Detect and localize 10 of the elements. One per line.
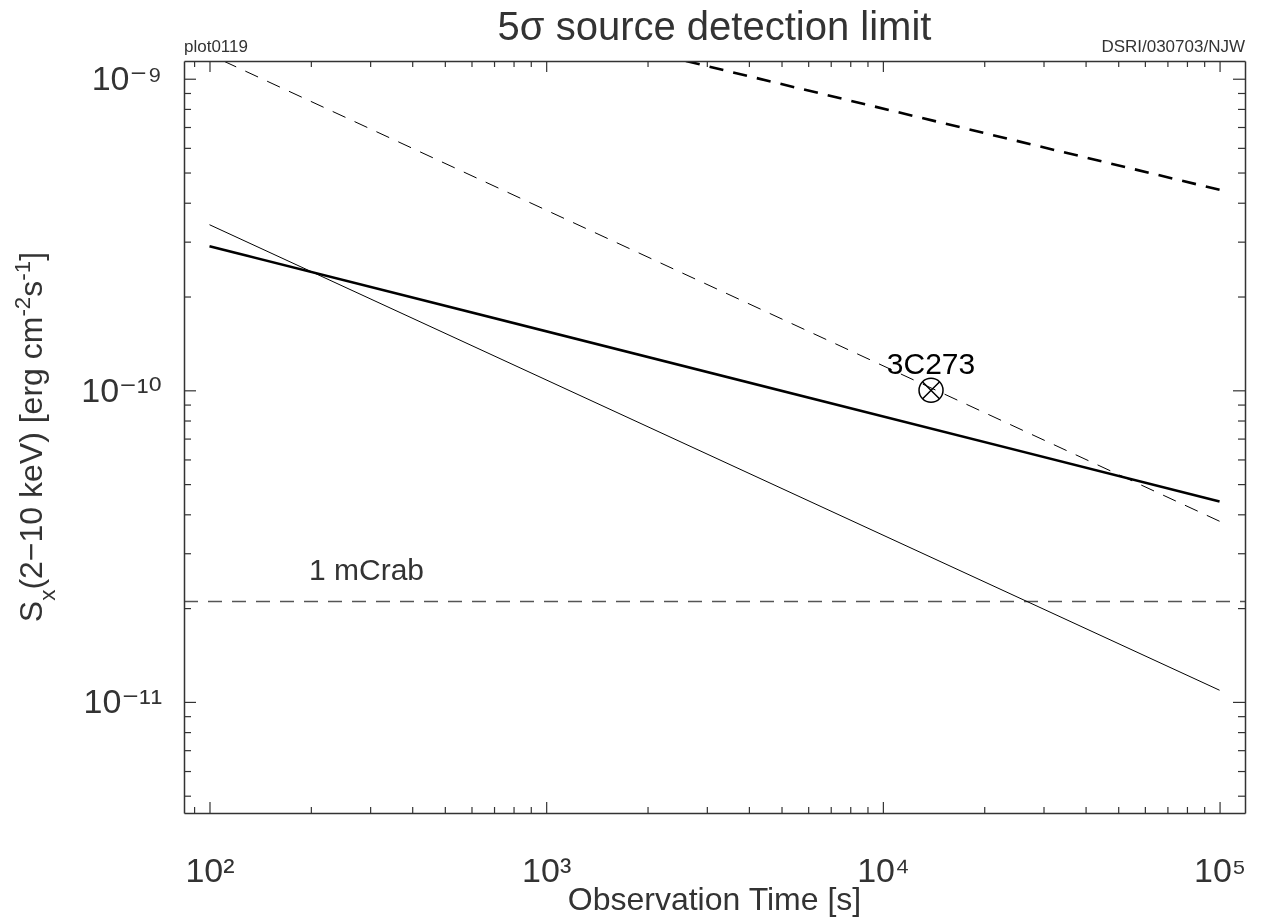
- ref-line-label: 1 mCrab: [309, 552, 425, 586]
- y-tick-label: 10⁻¹⁰: [81, 370, 162, 409]
- y-tick-label: 10⁻⁹: [91, 59, 162, 98]
- text: DSRI/030703/NJW: [1101, 37, 1245, 56]
- chart-title: 5σ source detection limit: [497, 4, 932, 48]
- series-label: 3C273: [886, 347, 976, 381]
- y-tick-label: 10⁻¹¹: [83, 682, 162, 721]
- text: plot0119: [184, 37, 248, 56]
- x-tick-label: 10²: [185, 850, 235, 889]
- x-tick-label: 10⁵: [1194, 850, 1247, 889]
